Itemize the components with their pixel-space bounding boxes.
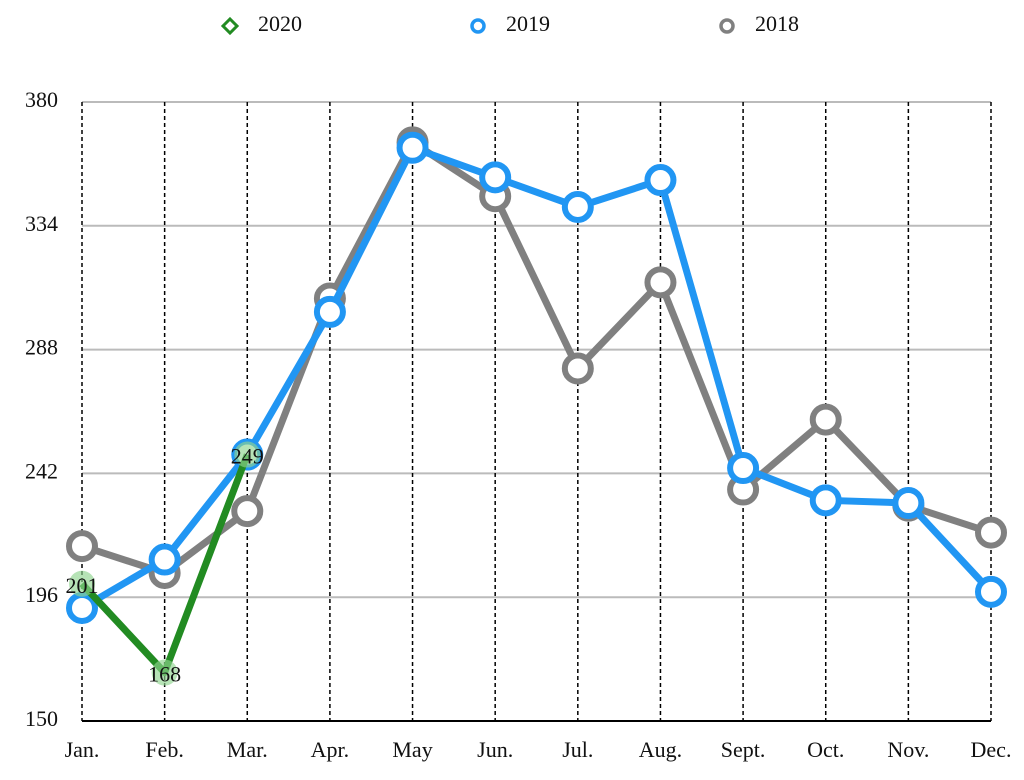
x-tick-label: Dec. [971, 737, 1012, 762]
marker [809, 403, 842, 436]
marker [644, 164, 677, 197]
data-label: 168 [148, 662, 181, 687]
x-tick-label: Mar. [227, 737, 268, 762]
marker [644, 266, 677, 299]
x-tick-label: Sept. [721, 737, 766, 762]
x-tick-label: Feb. [145, 737, 184, 762]
marker [975, 575, 1007, 608]
x-tick-label: Aug. [639, 737, 682, 762]
marker [151, 659, 178, 686]
x-tick-label: Jan. [65, 737, 100, 762]
marker [561, 190, 594, 223]
marker [479, 161, 512, 194]
marker [66, 530, 98, 563]
marker [66, 591, 98, 624]
y-tick-label: 288 [25, 335, 58, 360]
marker [234, 441, 261, 468]
marker [396, 131, 429, 164]
line [80, 138, 993, 577]
marker [727, 452, 760, 485]
x-tick-label: Oct. [807, 737, 844, 762]
marker [561, 352, 594, 385]
data-label: 201 [66, 573, 99, 598]
legend-marker [220, 16, 240, 36]
legend-label: 2018 [755, 11, 799, 36]
marker [809, 484, 842, 517]
series: 201 168 249 [66, 441, 264, 687]
marker [231, 495, 264, 528]
marker [975, 516, 1007, 549]
x-tick-label: May [392, 737, 432, 762]
marker [69, 570, 95, 597]
legend-marker [719, 18, 735, 34]
marker [148, 543, 181, 576]
marker [892, 487, 925, 520]
y-tick-label: 334 [25, 211, 58, 236]
data-label: 249 [231, 444, 264, 469]
y-tick-label: 242 [25, 458, 58, 483]
legend-marker [470, 18, 486, 34]
legend-label: 2019 [506, 11, 550, 36]
y-tick-label: 380 [25, 87, 58, 112]
x-tick-label: Jul. [562, 737, 593, 762]
x-tick-label: Nov. [887, 737, 929, 762]
x-tick-label: Apr. [311, 737, 350, 762]
legend-label: 2020 [258, 11, 302, 36]
series [66, 126, 1007, 589]
marker [313, 295, 346, 328]
y-tick-label: 150 [25, 706, 58, 731]
y-tick-label: 196 [25, 582, 58, 607]
x-tick-label: Jun. [477, 737, 513, 762]
